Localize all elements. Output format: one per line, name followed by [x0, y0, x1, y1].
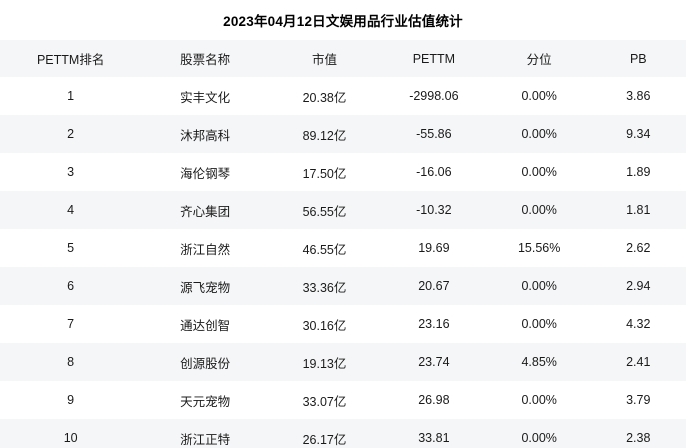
- table-cell: 26.98: [418, 393, 450, 407]
- table-cell: 2.38: [626, 431, 651, 445]
- table-header-row: PETTM排名 股票名称 市值 PETTM 分位 PB: [0, 40, 686, 77]
- table-cell: 4: [67, 203, 75, 217]
- column-header: 股票名称: [180, 53, 231, 67]
- table-cell: 1.89: [626, 165, 651, 179]
- table-row: 8 创源股份 19.13亿 23.74 4.85% 2.41: [0, 343, 686, 381]
- table-cell: 19.69: [418, 241, 450, 255]
- table-cell: 10: [63, 431, 78, 445]
- column-header: PETTM: [412, 51, 456, 66]
- table-row: 6 源飞宠物 33.36亿 20.67 0.00% 2.94: [0, 267, 686, 305]
- table-row: 3 海伦钢琴 17.50亿 -16.06 0.00% 1.89: [0, 153, 686, 191]
- valuation-table: PETTM排名 股票名称 市值 PETTM 分位 PB 1 实丰文化 20.38亿 -2998.…: [0, 40, 686, 448]
- table-cell: 20.38亿: [302, 90, 347, 105]
- table-cell: 3: [67, 165, 75, 179]
- table-cell: 46.55亿: [302, 242, 347, 257]
- column-header: 分位: [526, 53, 552, 67]
- table-cell: 15.56%: [517, 241, 561, 255]
- table-cell: 2.94: [626, 279, 651, 293]
- table-body: 1 实丰文化 20.38亿 -2998.06 0.00% 3.86 2 沐邦高科 89.12亿 -…: [0, 77, 686, 448]
- column-header: PETTM排名: [36, 53, 105, 67]
- table-cell: 7: [67, 317, 75, 331]
- column-header: 市值: [311, 53, 337, 67]
- table-cell: 33.36亿: [302, 280, 347, 295]
- table-cell: 0.00%: [521, 203, 557, 217]
- table-cell: 实丰文化: [180, 90, 231, 105]
- table-cell: 沐邦高科: [180, 128, 231, 143]
- table-cell: 3.86: [626, 89, 651, 103]
- page-title: 2023年04月12日文娱用品行业估值统计: [223, 14, 463, 29]
- table-row: 1 实丰文化 20.38亿 -2998.06 0.00% 3.86: [0, 77, 686, 115]
- table-cell: 1: [67, 89, 75, 103]
- table-cell: 0.00%: [521, 165, 557, 179]
- table-cell: 56.55亿: [302, 204, 347, 219]
- table-cell: 33.07亿: [302, 394, 347, 409]
- table-cell: 0.00%: [521, 279, 557, 293]
- table-row: 9 天元宠物 33.07亿 26.98 0.00% 3.79: [0, 381, 686, 419]
- table-row: 10 浙江正特 26.17亿 33.81 0.00% 2.38: [0, 419, 686, 448]
- table-cell: 齐心集团: [180, 204, 231, 219]
- table-cell: 浙江自然: [180, 242, 231, 257]
- table-cell: 20.67: [418, 279, 450, 293]
- table-cell: 0.00%: [521, 89, 557, 103]
- table-cell: -55.86: [416, 127, 452, 141]
- table-cell: 33.81: [418, 431, 450, 445]
- table-cell: 创源股份: [180, 356, 231, 371]
- table-cell: 9: [67, 393, 75, 407]
- table-cell: 17.50亿: [302, 166, 347, 181]
- table-cell: 0.00%: [521, 431, 557, 445]
- table-cell: 1.81: [626, 203, 651, 217]
- table-cell: -10.32: [416, 203, 452, 217]
- table-cell: -16.06: [416, 165, 452, 179]
- table-cell: -2998.06: [409, 89, 459, 103]
- table-cell: 4.32: [626, 317, 651, 331]
- table-row: 7 通达创智 30.16亿 23.16 0.00% 4.32: [0, 305, 686, 343]
- table-cell: 26.17亿: [302, 432, 347, 447]
- table-row: 2 沐邦高科 89.12亿 -55.86 0.00% 9.34: [0, 115, 686, 153]
- table-cell: 3.79: [626, 393, 651, 407]
- table-cell: 9.34: [626, 127, 651, 141]
- table-cell: 8: [67, 355, 75, 369]
- table-row: 5 浙江自然 46.55亿 19.69 15.56% 2.62: [0, 229, 686, 267]
- table-cell: 23.16: [418, 317, 450, 331]
- table-row: 4 齐心集团 56.55亿 -10.32 0.00% 1.81: [0, 191, 686, 229]
- table-cell: 通达创智: [180, 318, 231, 333]
- table-cell: 2.62: [626, 241, 651, 255]
- table-cell: 源飞宠物: [180, 280, 231, 295]
- table-cell: 30.16亿: [302, 318, 347, 333]
- table-cell: 0.00%: [521, 127, 557, 141]
- table-cell: 19.13亿: [302, 356, 347, 371]
- table-cell: 5: [67, 241, 75, 255]
- table-cell: 浙江正特: [180, 432, 231, 447]
- table-cell: 2: [67, 127, 75, 141]
- table-cell: 2.41: [626, 355, 651, 369]
- table-cell: 23.74: [418, 355, 450, 369]
- table-cell: 天元宠物: [180, 394, 231, 409]
- table-cell: 海伦钢琴: [180, 166, 231, 181]
- table-cell: 0.00%: [521, 393, 557, 407]
- table-cell: 6: [67, 279, 75, 293]
- table-cell: 4.85%: [521, 355, 557, 369]
- table-cell: 0.00%: [521, 317, 557, 331]
- table-cell: 89.12亿: [302, 128, 347, 143]
- column-header: PB: [629, 51, 647, 66]
